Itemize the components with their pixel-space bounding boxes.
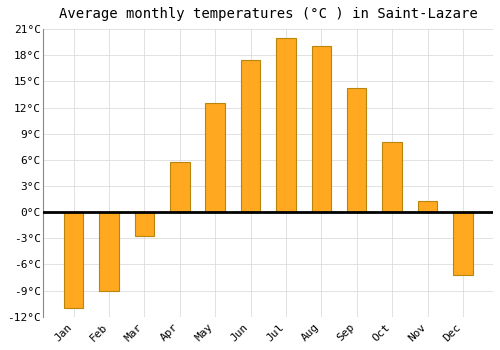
Bar <box>170 162 190 212</box>
Bar <box>347 88 366 212</box>
Bar <box>206 103 225 212</box>
Title: Average monthly temperatures (°C ) in Saint-Lazare: Average monthly temperatures (°C ) in Sa… <box>59 7 478 21</box>
Bar <box>276 38 295 212</box>
Bar <box>134 212 154 236</box>
Bar <box>100 212 119 290</box>
Bar <box>64 212 84 308</box>
Bar <box>453 212 472 275</box>
Bar <box>241 60 260 212</box>
Bar <box>418 201 437 212</box>
Bar <box>382 142 402 212</box>
Bar <box>312 47 331 212</box>
